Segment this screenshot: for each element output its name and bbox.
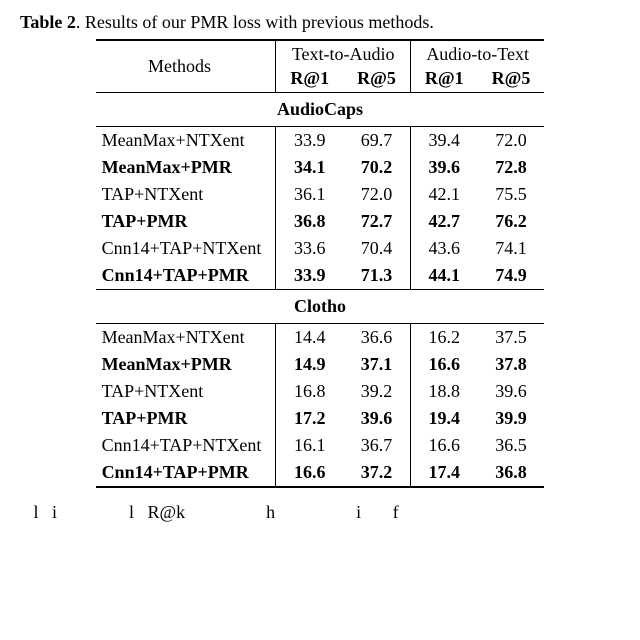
cell-t2a-r1: 16.8	[276, 378, 343, 405]
section-name: Clotho	[96, 290, 545, 324]
table-row: TAP+NTXent16.839.218.839.6	[96, 378, 545, 405]
cell-method: MeanMax+PMR	[96, 351, 276, 378]
cell-t2a-r1: 33.9	[276, 127, 343, 155]
section-header: AudioCaps	[96, 93, 545, 127]
table-row: MeanMax+PMR34.170.239.672.8	[96, 154, 545, 181]
col-t2a-r5: R@5	[343, 68, 410, 93]
cell-method: TAP+NTXent	[96, 378, 276, 405]
table-row: MeanMax+NTXent33.969.739.472.0	[96, 127, 545, 155]
cell-t2a-r5: 39.6	[343, 405, 410, 432]
table-caption-label: Table 2	[20, 12, 76, 32]
cell-t2a-r5: 36.7	[343, 432, 410, 459]
table-row: TAP+NTXent36.172.042.175.5	[96, 181, 545, 208]
cell-method: MeanMax+NTXent	[96, 324, 276, 352]
cell-a2t-r5: 72.8	[478, 154, 545, 181]
cell-a2t-r5: 36.8	[478, 459, 545, 487]
cell-t2a-r1: 34.1	[276, 154, 343, 181]
cell-a2t-r1: 43.6	[410, 235, 477, 262]
cell-a2t-r1: 16.6	[410, 351, 477, 378]
table-caption: Table 2. Results of our PMR loss with pr…	[20, 12, 620, 33]
cell-a2t-r1: 44.1	[410, 262, 477, 290]
table-caption-text: . Results of our PMR loss with previous …	[76, 12, 434, 32]
cell-method: MeanMax+NTXent	[96, 127, 276, 155]
table-row: Cnn14+TAP+PMR16.637.217.436.8	[96, 459, 545, 487]
cell-method: TAP+NTXent	[96, 181, 276, 208]
cell-a2t-r5: 72.0	[478, 127, 545, 155]
cell-a2t-r1: 17.4	[410, 459, 477, 487]
cell-method: Cnn14+TAP+PMR	[96, 262, 276, 290]
col-methods: Methods	[96, 40, 276, 93]
table-row: MeanMax+PMR14.937.116.637.8	[96, 351, 545, 378]
cell-t2a-r1: 14.9	[276, 351, 343, 378]
cell-a2t-r1: 18.8	[410, 378, 477, 405]
header-row-1: Methods Text-to-Audio Audio-to-Text	[96, 40, 545, 68]
cell-t2a-r1: 36.1	[276, 181, 343, 208]
cell-a2t-r5: 39.6	[478, 378, 545, 405]
cell-t2a-r5: 72.0	[343, 181, 410, 208]
cell-a2t-r1: 42.1	[410, 181, 477, 208]
cell-t2a-r1: 33.6	[276, 235, 343, 262]
col-t2a-r1: R@1	[276, 68, 343, 93]
table-row: Cnn14+TAP+NTXent16.136.716.636.5	[96, 432, 545, 459]
table-row: TAP+PMR17.239.619.439.9	[96, 405, 545, 432]
table-row: Cnn14+TAP+PMR33.971.344.174.9	[96, 262, 545, 290]
footer-text-fragment: l i l R@k h i f	[20, 502, 620, 523]
table-row: MeanMax+NTXent14.436.616.237.5	[96, 324, 545, 352]
cell-a2t-r1: 16.6	[410, 432, 477, 459]
cell-a2t-r5: 36.5	[478, 432, 545, 459]
table-row: Cnn14+TAP+NTXent33.670.443.674.1	[96, 235, 545, 262]
cell-a2t-r1: 16.2	[410, 324, 477, 352]
cell-t2a-r5: 72.7	[343, 208, 410, 235]
cell-a2t-r5: 39.9	[478, 405, 545, 432]
cell-a2t-r1: 19.4	[410, 405, 477, 432]
cell-t2a-r1: 14.4	[276, 324, 343, 352]
cell-t2a-r5: 36.6	[343, 324, 410, 352]
table-row: TAP+PMR36.872.742.776.2	[96, 208, 545, 235]
section-header: Clotho	[96, 290, 545, 324]
cell-t2a-r5: 69.7	[343, 127, 410, 155]
cell-a2t-r5: 74.1	[478, 235, 545, 262]
cell-method: TAP+PMR	[96, 405, 276, 432]
cell-a2t-r1: 42.7	[410, 208, 477, 235]
cell-method: MeanMax+PMR	[96, 154, 276, 181]
cell-t2a-r1: 16.6	[276, 459, 343, 487]
col-group-a2t: Audio-to-Text	[410, 40, 544, 68]
col-a2t-r5: R@5	[478, 68, 545, 93]
cell-t2a-r1: 36.8	[276, 208, 343, 235]
cell-t2a-r5: 70.2	[343, 154, 410, 181]
cell-a2t-r1: 39.4	[410, 127, 477, 155]
cell-t2a-r5: 70.4	[343, 235, 410, 262]
section-name: AudioCaps	[96, 93, 545, 127]
cell-t2a-r1: 16.1	[276, 432, 343, 459]
cell-t2a-r1: 17.2	[276, 405, 343, 432]
cell-a2t-r5: 74.9	[478, 262, 545, 290]
table-body: AudioCapsMeanMax+NTXent33.969.739.472.0M…	[96, 93, 545, 488]
cell-a2t-r5: 37.5	[478, 324, 545, 352]
cell-t2a-r5: 39.2	[343, 378, 410, 405]
col-group-t2a: Text-to-Audio	[276, 40, 411, 68]
col-a2t-r1: R@1	[410, 68, 477, 93]
cell-a2t-r5: 37.8	[478, 351, 545, 378]
cell-method: Cnn14+TAP+NTXent	[96, 432, 276, 459]
cell-a2t-r5: 75.5	[478, 181, 545, 208]
cell-a2t-r5: 76.2	[478, 208, 545, 235]
cell-t2a-r5: 37.2	[343, 459, 410, 487]
results-table: Methods Text-to-Audio Audio-to-Text R@1 …	[96, 39, 545, 488]
cell-method: Cnn14+TAP+PMR	[96, 459, 276, 487]
cell-method: Cnn14+TAP+NTXent	[96, 235, 276, 262]
cell-method: TAP+PMR	[96, 208, 276, 235]
cell-a2t-r1: 39.6	[410, 154, 477, 181]
cell-t2a-r5: 37.1	[343, 351, 410, 378]
cell-t2a-r1: 33.9	[276, 262, 343, 290]
cell-t2a-r5: 71.3	[343, 262, 410, 290]
